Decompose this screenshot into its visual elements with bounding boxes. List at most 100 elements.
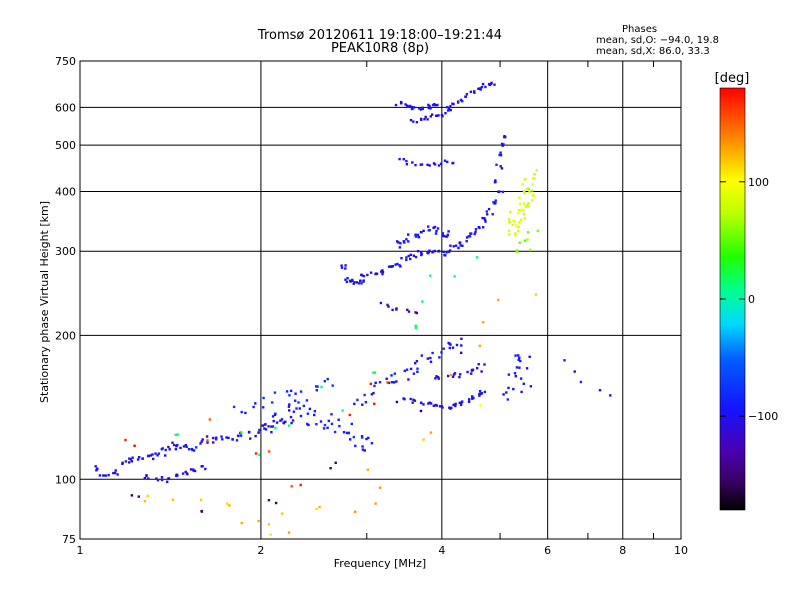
- data-point: [299, 390, 303, 393]
- data-point: [387, 265, 391, 268]
- data-point: [390, 374, 393, 377]
- data-point: [482, 321, 485, 324]
- data-point: [215, 436, 218, 439]
- data-point: [124, 438, 127, 442]
- data-point: [267, 523, 270, 526]
- data-point: [531, 183, 534, 186]
- data-point: [518, 356, 521, 359]
- phases-title: Phases: [622, 24, 658, 35]
- data-point: [240, 431, 243, 434]
- data-point: [414, 163, 417, 167]
- data-point: [351, 279, 354, 282]
- data-point: [363, 449, 366, 452]
- data-point: [192, 468, 195, 471]
- data-point: [427, 251, 430, 255]
- data-point: [129, 458, 132, 461]
- data-point: [313, 410, 317, 413]
- data-point: [403, 369, 406, 373]
- data-point: [166, 480, 169, 483]
- data-point: [517, 209, 521, 212]
- data-point: [482, 226, 485, 229]
- data-point: [478, 392, 481, 396]
- data-point: [391, 265, 394, 268]
- data-point: [370, 393, 374, 396]
- data-point: [280, 418, 284, 421]
- data-point: [497, 298, 500, 302]
- data-point: [249, 437, 252, 440]
- data-point: [526, 231, 530, 234]
- data-point: [429, 356, 432, 360]
- data-point: [295, 407, 298, 410]
- data-point: [535, 169, 538, 172]
- data-point: [235, 439, 239, 442]
- data-point: [524, 205, 528, 208]
- data-point: [461, 400, 464, 403]
- data-point: [254, 452, 258, 455]
- data-point: [431, 113, 434, 116]
- data-point: [193, 469, 197, 473]
- data-point: [517, 354, 520, 357]
- data-point: [406, 105, 410, 108]
- data-point: [297, 401, 300, 404]
- data-point: [512, 219, 515, 222]
- data-point: [214, 438, 218, 441]
- data-point: [422, 403, 425, 406]
- data-point: [477, 363, 480, 366]
- data-point: [205, 435, 209, 438]
- data-point: [534, 293, 538, 296]
- data-point: [502, 393, 505, 396]
- data-point: [451, 346, 455, 349]
- data-point: [498, 153, 501, 157]
- data-point: [573, 370, 576, 373]
- data-point: [445, 235, 448, 238]
- data-point: [326, 426, 329, 429]
- data-point: [501, 190, 505, 194]
- data-point: [345, 431, 349, 435]
- x-tick-labels: 1 2 4 6 8 10: [77, 544, 689, 557]
- data-point: [431, 351, 434, 355]
- data-point: [533, 173, 536, 176]
- data-point: [427, 229, 430, 232]
- data-point: [361, 403, 364, 406]
- data-point: [319, 420, 323, 423]
- data-point: [447, 250, 450, 253]
- data-point: [288, 394, 291, 397]
- data-point: [449, 343, 452, 346]
- data-point: [458, 241, 461, 245]
- data-point: [514, 375, 517, 378]
- data-point: [275, 421, 279, 424]
- data-point: [302, 404, 306, 408]
- data-point: [526, 204, 529, 207]
- data-point: [182, 445, 186, 448]
- data-point: [447, 108, 451, 111]
- data-point: [174, 448, 178, 451]
- data-point: [288, 409, 291, 412]
- data-point: [299, 414, 303, 418]
- data-point: [369, 271, 373, 274]
- data-point: [410, 107, 414, 110]
- data-point: [272, 419, 275, 423]
- data-point: [436, 376, 440, 379]
- data-point: [412, 120, 415, 123]
- data-point: [171, 441, 174, 444]
- data-point: [436, 227, 440, 230]
- data-point: [494, 201, 497, 205]
- data-point: [473, 232, 476, 236]
- data-point: [378, 381, 382, 384]
- data-point: [525, 187, 529, 191]
- x-tick-label: 2: [257, 544, 264, 557]
- data-point: [374, 502, 377, 505]
- data-point: [517, 358, 520, 362]
- data-point: [460, 344, 463, 347]
- data-point: [349, 438, 352, 441]
- data-point: [173, 443, 176, 447]
- data-point: [267, 425, 270, 428]
- data-point: [199, 498, 203, 501]
- data-point: [409, 397, 412, 401]
- data-point: [411, 161, 414, 164]
- data-point: [414, 326, 418, 329]
- data-point: [526, 238, 529, 241]
- data-point: [598, 389, 602, 392]
- data-point: [452, 161, 455, 165]
- data-point: [104, 474, 107, 477]
